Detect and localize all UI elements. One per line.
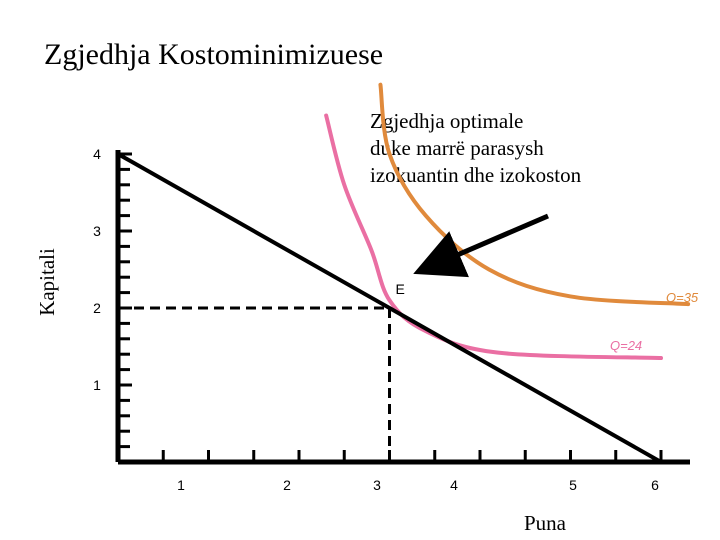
y-axis-title: Kapitali bbox=[35, 248, 59, 316]
optimum-point-label: E bbox=[396, 281, 405, 297]
isoquant-label: Q=24 bbox=[610, 338, 642, 353]
annotation-arrow bbox=[413, 213, 549, 278]
x-tick-label: 6 bbox=[651, 477, 659, 493]
x-axis-title: Puna bbox=[524, 511, 567, 535]
note-line-3: izokuantin dhe izokoston bbox=[370, 163, 582, 187]
isoquant-curve bbox=[324, 113, 663, 361]
isoquant-curve bbox=[378, 82, 691, 307]
y-tick-label: 1 bbox=[93, 377, 101, 393]
y-tick-label: 2 bbox=[93, 300, 101, 316]
x-tick-label: 2 bbox=[283, 477, 291, 493]
isocost-line bbox=[117, 152, 662, 464]
x-tick-label: 1 bbox=[177, 477, 185, 493]
x-tick-label: 5 bbox=[569, 477, 577, 493]
optimal-choice-note: Zgjedhja optimale duke marrë parasysh iz… bbox=[370, 108, 581, 189]
isoquant-label: Q=35 bbox=[666, 290, 699, 305]
y-tick-label: 4 bbox=[93, 146, 101, 162]
y-tick-label: 3 bbox=[93, 223, 101, 239]
note-line-2: duke marrë parasysh bbox=[370, 136, 544, 160]
x-tick-label: 3 bbox=[373, 477, 381, 493]
note-line-1: Zgjedhja optimale bbox=[370, 109, 524, 133]
x-tick-label: 4 bbox=[450, 477, 458, 493]
page-title: Zgjedhja Kostominimizuese bbox=[44, 38, 384, 71]
